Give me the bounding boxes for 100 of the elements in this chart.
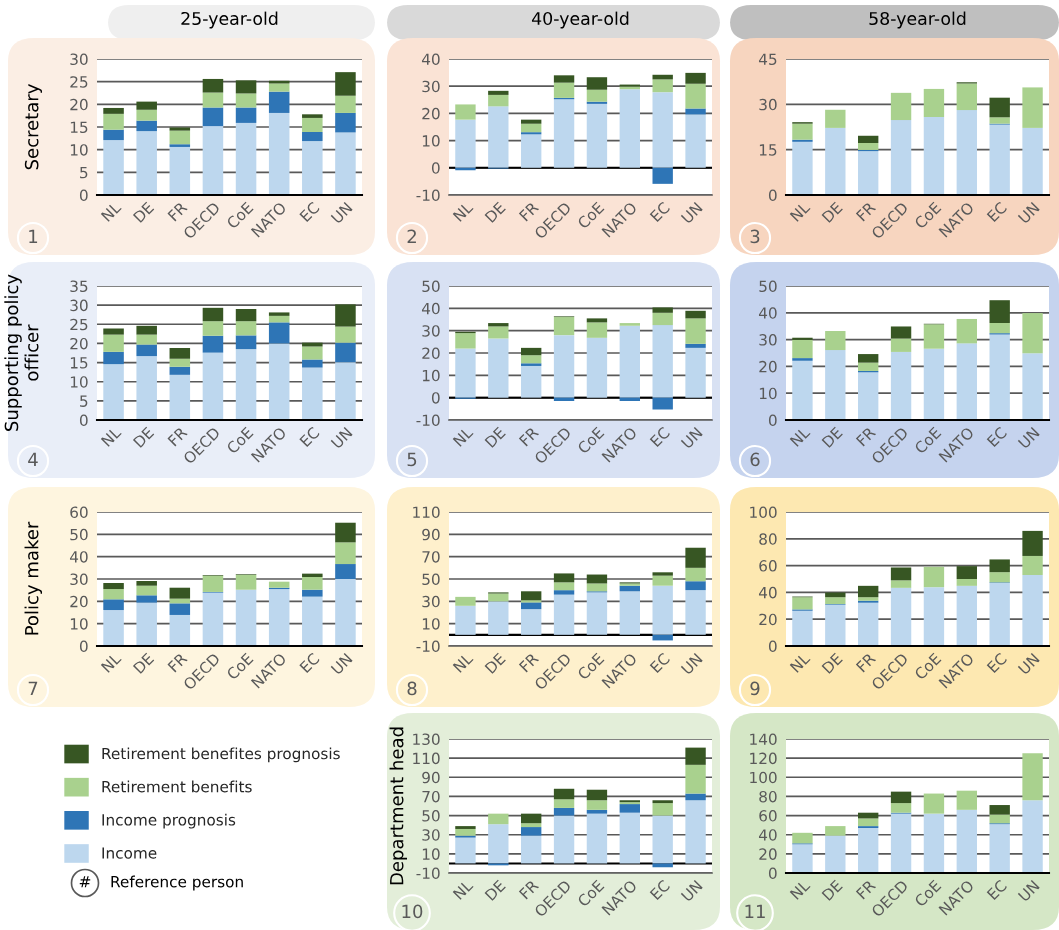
y-tick-label: 40 [421, 302, 440, 315]
bar [685, 567, 706, 582]
y-tick-label: -10 [416, 414, 440, 427]
x-tick-label: UN [680, 652, 703, 675]
bar [890, 803, 912, 813]
bar [488, 593, 509, 602]
bar [956, 809, 977, 873]
bar [169, 130, 191, 145]
bar [268, 91, 290, 113]
bar [553, 807, 575, 816]
bar [169, 374, 191, 420]
bar [488, 90, 509, 95]
x-tick-label: DE [484, 426, 506, 448]
bar [136, 602, 157, 646]
bar [553, 799, 575, 808]
bar [553, 590, 575, 595]
y-tick-label: 20 [70, 98, 88, 111]
y-tick-label: 10 [422, 135, 440, 147]
y-tick-label: 25 [70, 76, 88, 88]
bar [825, 109, 846, 128]
chart-title: 25-year-old [181, 11, 278, 29]
bar [923, 813, 945, 873]
bar [169, 348, 191, 359]
bar [989, 572, 1010, 583]
bar [652, 397, 673, 410]
y-axis-title: Supporting policy officer [4, 274, 39, 431]
bar [553, 335, 575, 398]
y-axis-title: Department head [389, 727, 407, 885]
bar [956, 585, 977, 646]
y-tick-label: 30 [422, 80, 440, 93]
bar [956, 83, 977, 111]
bar [1022, 87, 1043, 128]
y-tick-label: 20 [70, 337, 88, 350]
bar [792, 358, 813, 361]
bar [521, 132, 542, 135]
bar [1022, 800, 1043, 873]
bar [652, 312, 673, 326]
y-tick-label: 0 [768, 189, 777, 202]
bar [553, 317, 575, 336]
bar [553, 788, 575, 800]
bar [652, 634, 673, 641]
y-tick-label: 30 [422, 325, 440, 337]
bar [302, 596, 323, 646]
bar [103, 107, 124, 114]
bar [521, 123, 542, 133]
bar [923, 88, 945, 118]
x-tick-label: NL [100, 200, 122, 222]
bar [521, 813, 542, 824]
y-tick-label: 30 [70, 573, 88, 586]
y-tick-label: 0 [79, 640, 88, 653]
y-tick-label: 45 [758, 53, 777, 66]
bar [488, 338, 509, 398]
text: 1 [29, 229, 38, 243]
bar [136, 131, 157, 195]
bar [989, 300, 1010, 323]
text: 11 [745, 904, 765, 918]
bar [488, 813, 509, 825]
bar [455, 826, 476, 829]
bar [989, 97, 1010, 118]
bar [235, 93, 257, 108]
bar [923, 566, 945, 588]
x-tick-label: NL [452, 200, 474, 222]
bar [202, 92, 224, 108]
bar [103, 129, 124, 141]
bar [169, 614, 191, 646]
bar [586, 77, 608, 90]
y-tick-label: 50 [759, 280, 777, 293]
x-tick-label: NL [452, 651, 474, 673]
bar [685, 343, 706, 348]
y-tick-label: 10 [422, 369, 440, 382]
bar [1022, 753, 1043, 801]
bar [202, 321, 224, 336]
y-tick-label: 0 [431, 392, 440, 404]
bar [825, 127, 846, 195]
bar [553, 75, 575, 83]
bar [202, 575, 224, 592]
bar [858, 151, 879, 195]
y-tick-label: 30 [422, 829, 440, 841]
bar [136, 101, 157, 110]
bar [455, 333, 476, 349]
y-tick-label: 50 [70, 528, 88, 541]
bar [989, 583, 1010, 646]
bar [586, 322, 608, 338]
bar [235, 122, 257, 195]
bar [989, 322, 1010, 334]
legend-label: Retirement benefits [102, 780, 252, 793]
y-tick-label: 0 [79, 414, 88, 427]
bar [136, 595, 157, 603]
bar [302, 131, 323, 142]
bar [235, 574, 257, 590]
bar [202, 107, 224, 127]
bar [335, 522, 356, 543]
bar [136, 109, 157, 121]
bar [890, 92, 912, 121]
bar [488, 323, 509, 327]
bar [302, 367, 323, 420]
bar [586, 583, 608, 592]
bar [553, 582, 575, 591]
bar [268, 112, 290, 195]
y-tick-label: 0 [768, 867, 777, 880]
